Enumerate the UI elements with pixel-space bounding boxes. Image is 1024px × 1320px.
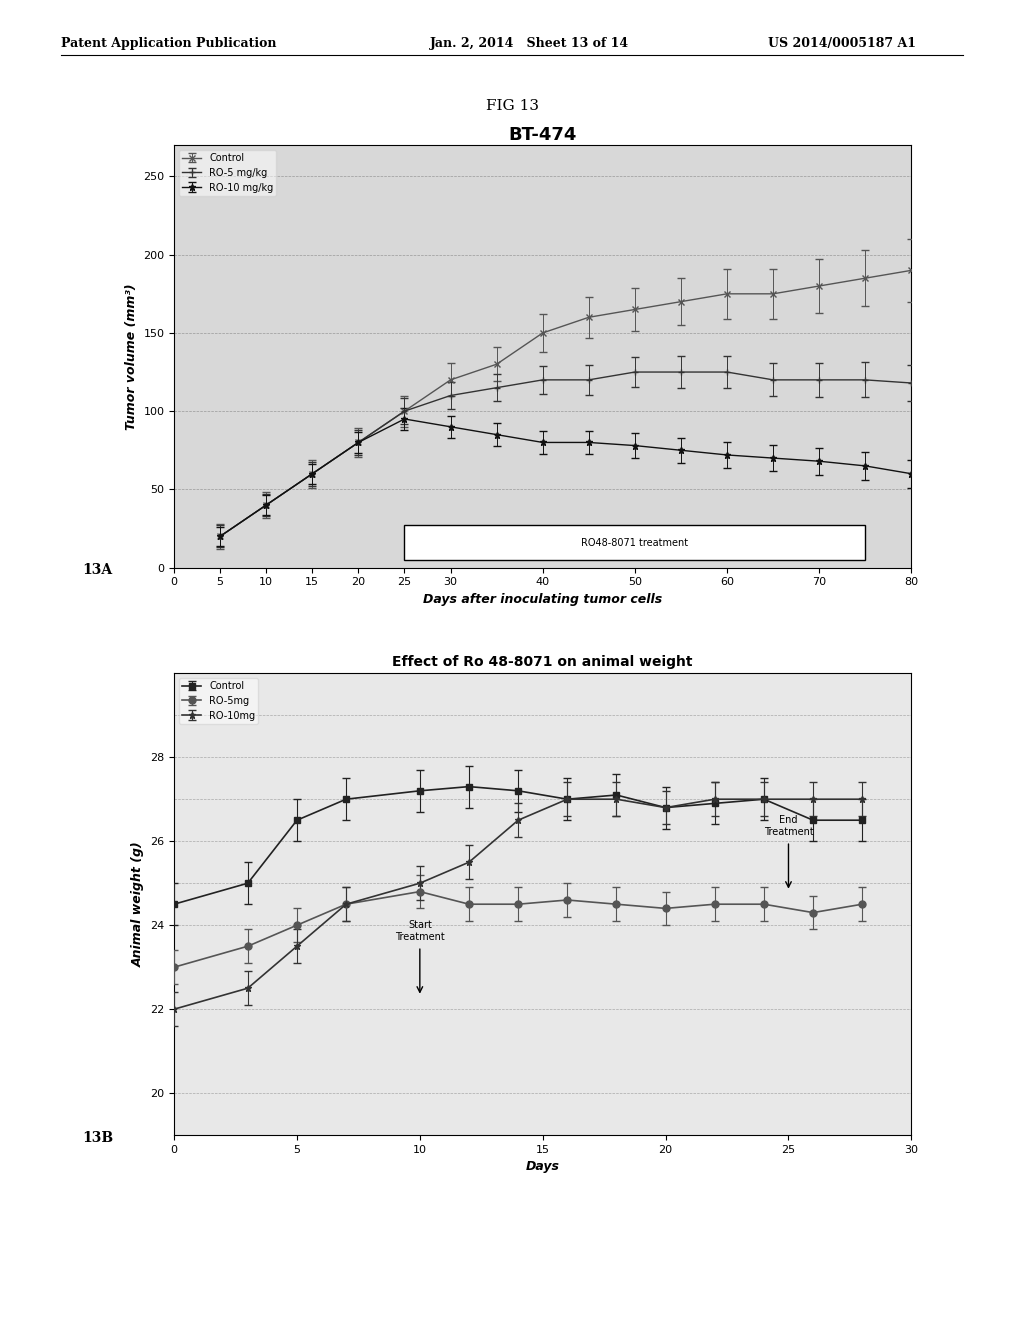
Text: RO48-8071 treatment: RO48-8071 treatment <box>582 537 688 548</box>
X-axis label: Days: Days <box>525 1160 560 1173</box>
X-axis label: Days after inoculating tumor cells: Days after inoculating tumor cells <box>423 593 663 606</box>
Text: US 2014/0005187 A1: US 2014/0005187 A1 <box>768 37 916 50</box>
Text: 13B: 13B <box>82 1131 113 1144</box>
Title: Effect of Ro 48-8071 on animal weight: Effect of Ro 48-8071 on animal weight <box>392 655 693 669</box>
Legend: Control, RO-5 mg/kg, RO-10 mg/kg: Control, RO-5 mg/kg, RO-10 mg/kg <box>179 150 276 195</box>
Text: Jan. 2, 2014   Sheet 13 of 14: Jan. 2, 2014 Sheet 13 of 14 <box>430 37 629 50</box>
Bar <box>404 525 865 560</box>
Text: 13A: 13A <box>82 564 112 577</box>
Title: BT-474: BT-474 <box>509 125 577 144</box>
Y-axis label: Animal weight (g): Animal weight (g) <box>131 841 144 968</box>
Y-axis label: Tumor volume (mm³): Tumor volume (mm³) <box>125 282 137 430</box>
Text: End
Treatment: End Treatment <box>764 816 813 837</box>
Text: FIG 13: FIG 13 <box>485 99 539 114</box>
Legend: Control, RO-5mg, RO-10mg: Control, RO-5mg, RO-10mg <box>179 678 258 723</box>
Text: Start
Treatment: Start Treatment <box>395 920 444 942</box>
Text: Patent Application Publication: Patent Application Publication <box>61 37 276 50</box>
